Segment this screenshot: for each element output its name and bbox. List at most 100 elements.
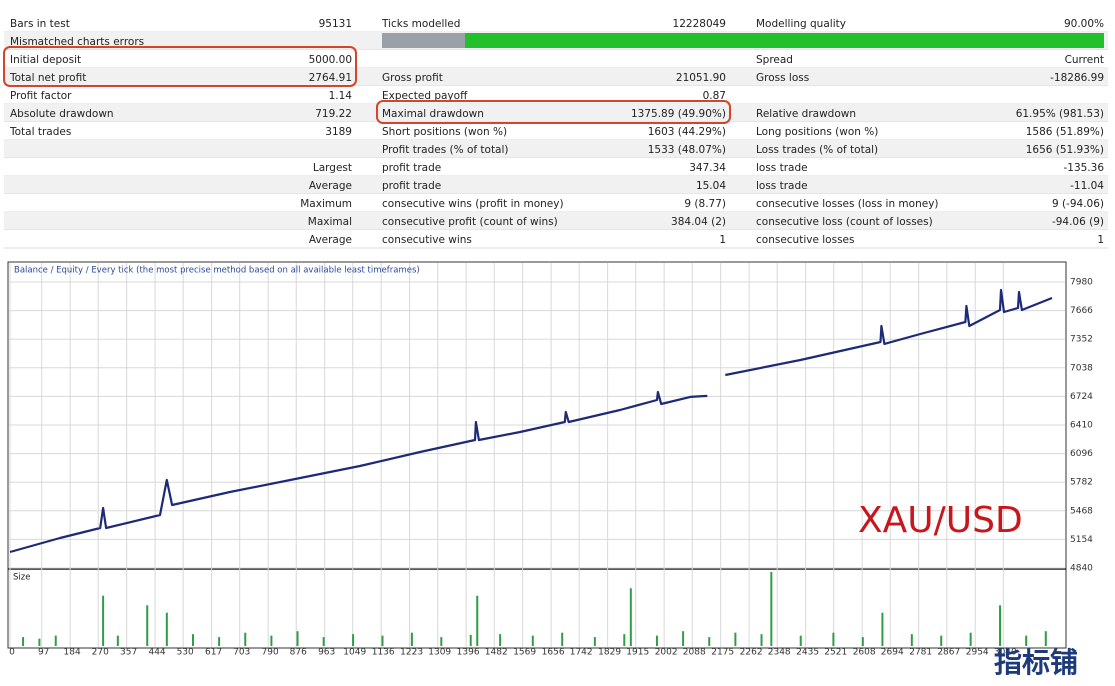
table-row (4, 140, 1108, 158)
volume-bar (623, 634, 626, 646)
volume-bar (165, 612, 168, 646)
volume-bar (352, 634, 355, 646)
x-tick-label: 2262 (740, 648, 763, 658)
table-row (4, 104, 1108, 122)
quality-bar-remainder (382, 33, 465, 48)
table-label: Spread (756, 54, 793, 66)
volume-bar (499, 634, 502, 646)
watermark-symbol: XAU/USD (858, 500, 1023, 541)
table-label: loss trade (756, 180, 808, 192)
table-value: Largest (313, 162, 352, 174)
table-value: Current (1065, 54, 1104, 66)
volume-bar (770, 572, 773, 646)
x-tick-label: 270 (92, 648, 109, 658)
panel-label: Size (13, 573, 30, 583)
table-value: 9 (-94.06) (1052, 198, 1104, 210)
table-value: 719.22 (315, 108, 352, 120)
y-tick-label: 7038 (1070, 363, 1093, 373)
x-tick-label: 2521 (824, 648, 847, 658)
table-value: 1375.89 (49.90%) (631, 108, 726, 120)
table-label: Gross profit (382, 72, 443, 84)
y-tick-label: 7980 (1070, 278, 1093, 288)
table-value: 1586 (51.89%) (1026, 126, 1104, 138)
x-tick-label: 0 (9, 648, 15, 658)
table-label: Expected payoff (382, 90, 468, 102)
volume-bar (244, 632, 247, 646)
table-label: Modelling quality (756, 18, 846, 30)
table-label: Gross loss (756, 72, 809, 84)
table-value: 1603 (44.29%) (648, 126, 726, 138)
table-value: 3189 (325, 126, 352, 138)
table-value: 21051.90 (676, 72, 726, 84)
balance-line (9, 288, 1053, 554)
table-row (4, 194, 1108, 212)
table-label: Short positions (won %) (382, 126, 507, 138)
table-label: Maximal drawdown (382, 108, 484, 120)
volume-bar (322, 637, 325, 646)
table-label: Bars in test (10, 18, 70, 30)
table-row (4, 86, 1108, 104)
volume-bar (861, 637, 864, 646)
table-label: consecutive wins (profit in money) (382, 198, 564, 210)
table-label: Loss trades (% of total) (756, 144, 878, 156)
chart: 0 97 184 270 357 444 530 617 703 790 876 963 1049 113… (9, 263, 1093, 658)
table-label: Mismatched charts errors (10, 36, 144, 48)
chart-legend: Balance / Equity / Every tick (the most … (14, 266, 420, 276)
table-row (4, 14, 1108, 32)
table-value: 1.14 (329, 90, 353, 102)
volume-bar (561, 632, 564, 646)
quality-bar (465, 33, 1104, 48)
x-tick-label: 444 (148, 648, 165, 658)
volume-bar (54, 635, 57, 646)
x-tick-label: 1049 (343, 648, 366, 658)
volume-bar (1025, 635, 1028, 646)
table-label: profit trade (382, 162, 441, 174)
volume-bar (969, 632, 972, 646)
x-tick-label: 617 (205, 648, 222, 658)
volume-bar (270, 635, 273, 646)
x-tick-label: 2435 (796, 648, 819, 658)
volume-bar (476, 595, 479, 646)
table-value: 95131 (319, 18, 352, 30)
x-tick-label: 963 (318, 648, 335, 658)
table-value: Average (309, 180, 352, 192)
watermark-logo: 指标铺 (994, 646, 1078, 679)
y-tick-label: 5468 (1070, 506, 1093, 516)
table-value: 15.04 (696, 180, 726, 192)
volume-bar (381, 635, 384, 646)
table-label: Ticks modelled (381, 18, 460, 30)
x-tick-label: 2781 (909, 648, 932, 658)
x-tick-label: 876 (290, 648, 307, 658)
x-tick-label: 1482 (485, 648, 508, 658)
table-row (4, 122, 1108, 140)
volume-bar (799, 635, 802, 646)
x-tick-label: 1396 (457, 648, 480, 658)
volume-bar (22, 637, 25, 646)
y-tick-label: 6096 (1070, 449, 1093, 459)
x-tick-label: 1223 (400, 648, 423, 658)
table-row (4, 50, 1108, 68)
table-value: 9 (8.77) (684, 198, 726, 210)
table-value: -18286.99 (1050, 72, 1104, 84)
table-label: Profit factor (10, 90, 72, 102)
volume-bar (102, 595, 105, 646)
table-row (4, 212, 1108, 230)
table-label: Absolute drawdown (10, 108, 114, 120)
volume-bar (708, 637, 711, 646)
table-value: 5000.00 (309, 54, 352, 66)
table-row (4, 158, 1108, 176)
table-label: Total net profit (9, 72, 86, 84)
highlight-box (376, 100, 731, 124)
volume-bar (760, 634, 763, 646)
x-tick-label: 357 (120, 648, 137, 658)
volume-bar (296, 631, 299, 646)
volume-bar (410, 632, 413, 646)
table-value: 347.34 (689, 162, 726, 174)
table-value: 90.00% (1064, 18, 1104, 30)
x-tick-label: 2867 (937, 648, 960, 658)
x-tick-label: 1309 (428, 648, 451, 658)
volume-bar (999, 605, 1002, 646)
table-value: 1 (1097, 234, 1104, 246)
table-value: -94.06 (9) (1052, 216, 1104, 228)
table-label: consecutive wins (382, 234, 472, 246)
